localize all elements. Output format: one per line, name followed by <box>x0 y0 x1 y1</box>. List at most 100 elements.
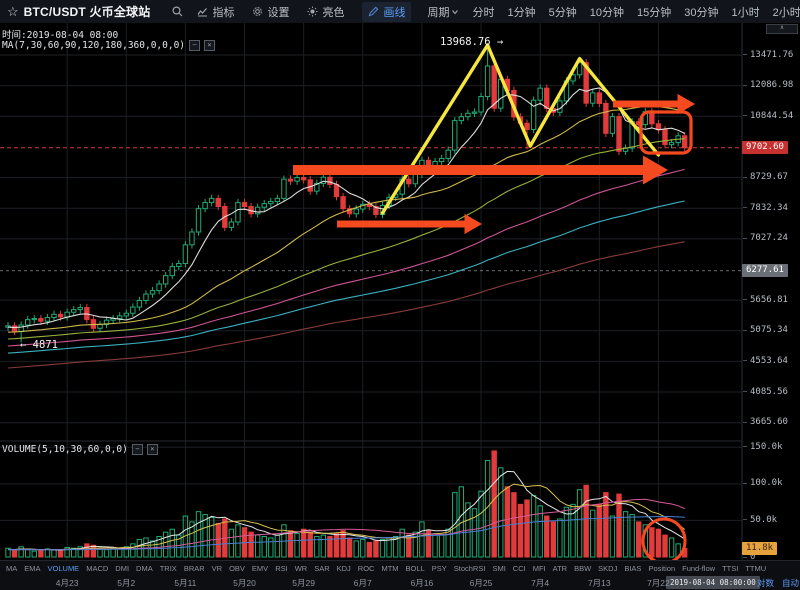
price-tick: 4553.64 <box>743 356 788 366</box>
indicator-psy[interactable]: PSY <box>431 563 447 573</box>
price-tick: 10844.54 <box>743 111 793 121</box>
indicator-ma[interactable]: MA <box>6 563 18 573</box>
menu-indicator[interactable]: 指标 <box>197 4 234 20</box>
symbol-title: BTC/USDT 火币全球站 <box>23 5 151 19</box>
ma-7-line <box>7 87 685 329</box>
close-icon[interactable]: × <box>146 444 158 455</box>
indicator-smi[interactable]: SMI <box>492 563 506 573</box>
toolbar: ☆ BTC/USDT 火币全球站 指标 设置 亮色 画线 周期 分时 1分钟 5分钟 10分… <box>0 0 800 24</box>
ohlc-time-readout: 时间:2019-08-04 08:00 <box>2 27 118 41</box>
price-tick: 12086.98 <box>743 80 793 90</box>
chart-canvas[interactable] <box>0 23 800 560</box>
current-price-tag: 9702.60 <box>742 141 788 155</box>
indicator-emv[interactable]: EMV <box>251 563 269 573</box>
annotation-low-label: ← 4871 <box>20 339 58 351</box>
indicator-cci[interactable]: CCI <box>512 563 526 573</box>
log-scale-toggle[interactable]: 对数 <box>757 578 775 588</box>
indicator-trix[interactable]: TRIX <box>159 563 177 573</box>
indicator-atr[interactable]: ATR <box>552 563 568 573</box>
menu-brightness[interactable]: 亮色 <box>307 4 344 20</box>
indicator-skdj[interactable]: SKDJ <box>598 563 618 573</box>
chevron-down-icon <box>452 9 459 14</box>
minimize-icon[interactable]: − <box>131 444 143 455</box>
indicator-stochrsi[interactable]: StochRSI <box>453 563 486 573</box>
indicator-fund-flow[interactable]: Fund-flow <box>682 563 716 573</box>
auto-scale-toggle[interactable]: 自动 <box>782 578 800 588</box>
volume-legend: VOLUME(5,10,30,60,0,0) − × <box>2 444 158 455</box>
trend-zigzag <box>380 43 661 215</box>
period-1分钟[interactable]: 1分钟 <box>507 6 536 19</box>
annotation-circle <box>641 517 687 560</box>
date-tick: 6月25 <box>469 578 493 588</box>
vol-ma-10-line <box>7 483 686 551</box>
time-axis[interactable]: 2019-08-04 08:00:00 对数 自动 4月23 5月2 5月11 5月2… <box>0 575 800 590</box>
date-tick: 4月23 <box>55 578 79 588</box>
chart-region[interactable]: 时间:2019-08-04 08:00 MA(7,30,60,90,120,18… <box>0 23 800 562</box>
vol-ma-5-line <box>7 470 685 551</box>
indicator-sar[interactable]: SAR <box>314 563 330 573</box>
period-15分钟[interactable]: 15分钟 <box>636 6 672 19</box>
indicator-mfi[interactable]: MFI <box>532 563 546 573</box>
indicator-bias[interactable]: BIAS <box>624 563 642 573</box>
date-tick: 5月20 <box>233 578 256 588</box>
period-10分钟[interactable]: 10分钟 <box>589 6 624 19</box>
period-分时[interactable]: 分时 <box>472 6 495 19</box>
indicator-ttsi[interactable]: TTSI <box>722 563 739 573</box>
date-tick: 6月16 <box>410 578 434 588</box>
indicator-volume[interactable]: VOLUME <box>47 563 80 573</box>
price-tick: 13471.76 <box>743 50 793 60</box>
indicator-dmi[interactable]: DMI <box>115 563 130 573</box>
indicator-ema[interactable]: EMA <box>24 563 41 573</box>
annotation-arrow-2 <box>337 213 482 235</box>
price-axis[interactable]: ∧ 9702.60 6277.61 11.8k 0 13471.76 12086.… <box>742 23 800 562</box>
indicator-obv[interactable]: OBV <box>229 563 245 573</box>
date-tick: 7月22 <box>647 578 670 588</box>
indicator-vr[interactable]: VR <box>211 563 223 573</box>
ma-90-line <box>7 168 685 347</box>
collapse-axis-icon[interactable]: ∧ <box>766 24 798 34</box>
ma-legend-text: MA(7,30,60,90,120,180,360,0,0,0) <box>2 40 186 51</box>
indicator-boll[interactable]: BOLL <box>405 563 425 573</box>
ma-60-line <box>7 138 685 340</box>
minimize-icon[interactable]: − <box>189 40 201 51</box>
candles <box>5 44 688 343</box>
menu-draw[interactable]: 画线 <box>362 1 412 22</box>
indicator-rsi[interactable]: RSI <box>275 563 288 573</box>
indicator-mtm[interactable]: MTM <box>381 563 399 573</box>
current-volume-tag: 11.8k <box>742 541 778 555</box>
menu-settings[interactable]: 设置 <box>252 4 289 20</box>
date-tick: 6月7 <box>353 578 372 588</box>
period-30分钟[interactable]: 30分钟 <box>684 6 719 19</box>
volume-legend-text: VOLUME(5,10,30,60,0,0) <box>2 444 128 455</box>
grid <box>0 23 742 560</box>
volume-tick: 150.0k <box>743 442 783 452</box>
indicator-brar[interactable]: BRAR <box>183 563 205 573</box>
indicator-dma[interactable]: DMA <box>136 563 153 573</box>
favorite-star-icon[interactable]: ☆ <box>7 3 19 19</box>
annotation-arrow-1 <box>293 155 668 185</box>
period-5分钟[interactable]: 5分钟 <box>548 6 577 19</box>
indicator-position[interactable]: Position <box>648 563 676 573</box>
indicator-wr[interactable]: WR <box>294 563 308 573</box>
indicator-switcher: MA EMA VOLUME MACD DMI DMA TRIX BRAR VR OBV EMV RSI… <box>0 560 800 575</box>
vol-ma-60-line <box>8 515 685 551</box>
crosshair-time: 时间:2019-08-04 08:00 <box>2 30 119 41</box>
indicator-macd[interactable]: MACD <box>86 563 109 573</box>
indicator-roc[interactable]: ROC <box>357 563 375 573</box>
indicator-ttmu[interactable]: TTMU <box>745 563 767 573</box>
indicator-kdj[interactable]: KDJ <box>336 563 351 573</box>
period-dropdown[interactable]: 周期 <box>427 4 459 20</box>
search-icon[interactable] <box>172 6 183 17</box>
last-bar-timestamp: 2019-08-04 08:00:00 <box>666 576 760 589</box>
close-icon[interactable]: × <box>204 40 216 51</box>
period-dropdown-label: 周期 <box>427 6 450 19</box>
price-tick: 8729.67 <box>743 172 788 182</box>
period-2小时[interactable]: 2小时 <box>772 6 800 19</box>
price-tick: 7027.24 <box>743 233 788 243</box>
period-1小时[interactable]: 1小时 <box>731 6 760 19</box>
indicator-bbw[interactable]: BBW <box>574 563 592 573</box>
period-selector: 周期 分时1分钟5分钟10分钟15分钟30分钟1小时2小时4小时12小时1日 <box>427 4 800 20</box>
price-tick: 5075.34 <box>743 325 788 335</box>
volume-zero-tick: 0 <box>743 552 755 562</box>
annotation-box <box>639 110 693 155</box>
